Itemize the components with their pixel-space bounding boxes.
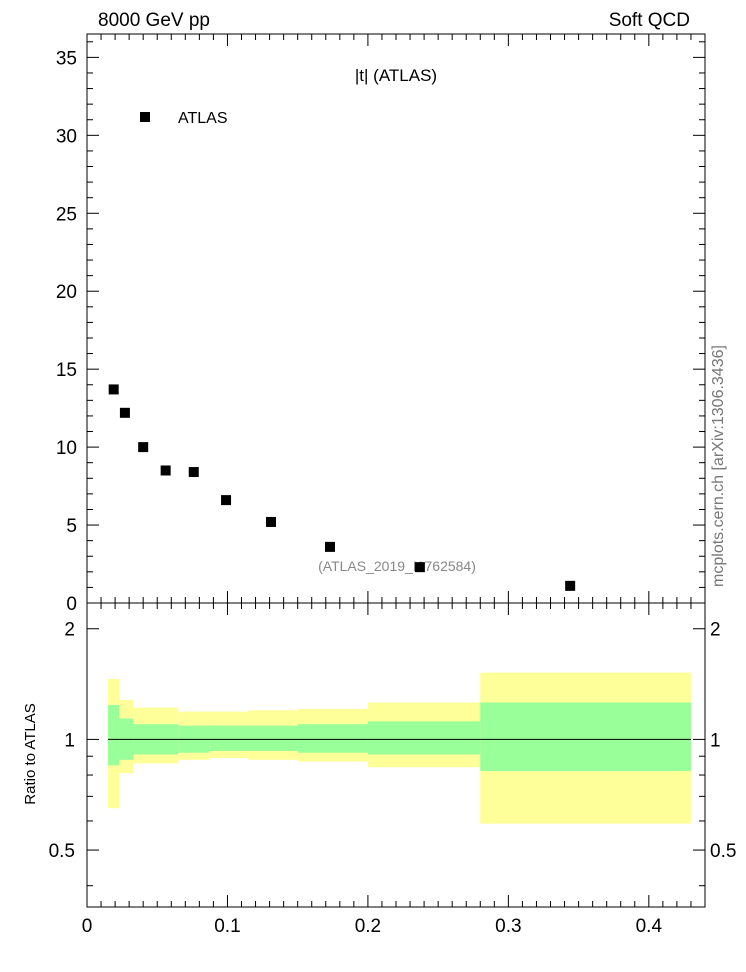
ratio-y-tick-label-left: 2 (64, 620, 75, 641)
green-band (367, 721, 481, 755)
x-tick-label: 0.2 (355, 916, 381, 937)
side-label: mcplots.cern.ch [arXiv:1306.3436] (710, 345, 727, 587)
y-tick-label: 15 (56, 360, 77, 381)
x-tick-label: 0.1 (214, 916, 240, 937)
data-point (138, 442, 149, 453)
x-tick-labels: 0 0.1 0.2 0.3 0.4 (82, 916, 663, 937)
main-panel-y-tick-labels: 0 5 10 15 20 25 30 35 (56, 48, 77, 615)
header-left-label: 8000 GeV pp (98, 10, 210, 31)
y-tick-label: 10 (56, 438, 77, 459)
legend-label-atlas: ATLAS (178, 110, 228, 127)
data-point (108, 384, 119, 395)
ratio-y-tick-label-left: 1 (64, 730, 75, 751)
ratio-panel: 0.5 0.5 1 1 2 2 0 0.1 0.2 0.3 0.4 Ratio to ATLAS (22, 602, 737, 937)
x-tick-label: 0 (82, 916, 93, 937)
ratio-y-tick-label-right: 1 (710, 730, 721, 751)
legend-marker-atlas (140, 112, 150, 122)
data-point (414, 562, 425, 573)
ratio-y-tick-label-right: 0.5 (710, 841, 736, 862)
header-right-label: Soft QCD (609, 10, 690, 31)
plot-title: |t| (ATLAS) (355, 66, 437, 85)
data-point (221, 495, 232, 506)
data-point (265, 516, 276, 527)
x-tick-label: 0.3 (495, 916, 521, 937)
data-point (119, 407, 130, 418)
green-band (108, 705, 120, 766)
green-band (209, 725, 249, 751)
y-tick-label: 30 (56, 126, 77, 147)
ratio-y-tick-label-right: 2 (710, 620, 721, 641)
data-point (188, 467, 199, 478)
ratio-y-axis-label: Ratio to ATLAS (22, 703, 39, 804)
ratio-bands (108, 672, 691, 824)
x-tick-label: 0.4 (636, 916, 663, 937)
green-band (248, 725, 298, 751)
legend: ATLAS (140, 110, 228, 127)
y-tick-label: 35 (56, 48, 77, 69)
main-panel: 0 5 10 15 20 25 30 35 |t| (ATLAS) (ATLAS_2019_I… (56, 33, 706, 615)
analysis-label: (ATLAS_2019_I1762584) (318, 558, 476, 574)
y-tick-label: 25 (56, 204, 77, 225)
data-point (324, 541, 335, 552)
green-band (297, 724, 368, 753)
ratio-y-tick-label-left: 0.5 (49, 841, 75, 862)
y-tick-label: 5 (66, 516, 77, 537)
data-point (565, 580, 576, 591)
y-tick-label: 0 (66, 594, 77, 615)
y-tick-label: 20 (56, 282, 77, 303)
green-band (480, 702, 691, 772)
data-point (160, 465, 171, 476)
ratio-panel-y-tick-labels: 0.5 0.5 1 1 2 2 (49, 620, 737, 862)
ratio-panel-frame (86, 602, 706, 908)
data-points (108, 384, 576, 591)
